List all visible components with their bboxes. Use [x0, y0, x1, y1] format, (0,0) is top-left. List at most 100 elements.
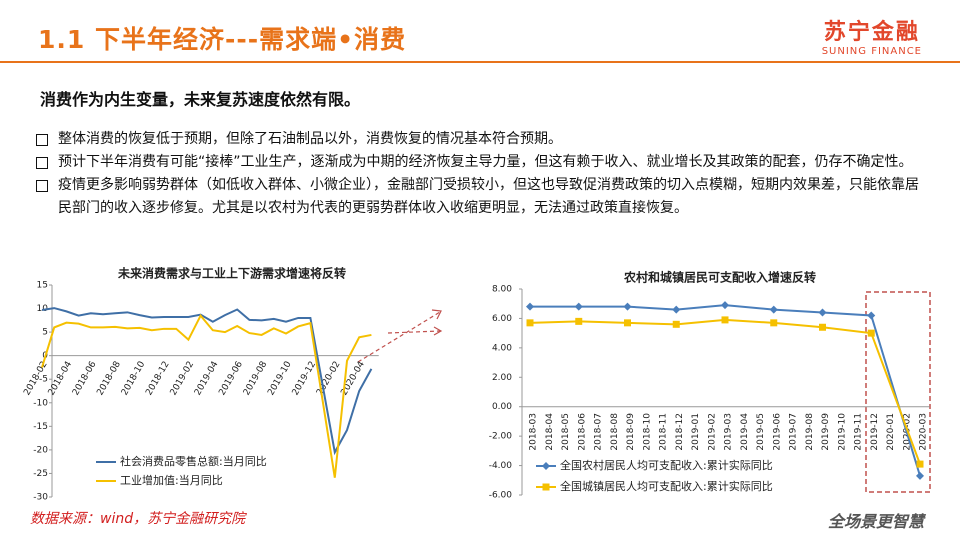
- x-tick-label: 2018-07: [594, 413, 604, 451]
- source: 数据来源：wind，苏宁金融研究院: [30, 511, 246, 527]
- point: [867, 311, 876, 320]
- bullet-text: 疫情更多影响弱势群体（如低收入群体、小微企业），金融部门受损较小，但这也导致促消…: [58, 177, 919, 216]
- x-tick-label: 2020-03: [919, 413, 929, 451]
- arrow-head: [431, 309, 442, 320]
- y-tick-label: 8.00: [492, 285, 512, 295]
- point: [769, 305, 778, 314]
- x-tick-label: 2018-03: [529, 413, 539, 451]
- headline: 消费作为内生变量，未来复苏速度依然有限。: [40, 90, 361, 109]
- legend-label: 工业增加值:当月同比: [120, 473, 223, 487]
- x-tick-label: 2018-04: [47, 360, 75, 398]
- logo: 苏宁金融 SUNING FINANCE: [822, 14, 922, 57]
- y-tick-label: -2.00: [489, 432, 513, 442]
- highlight-box: [865, 291, 931, 493]
- footer-logo: 全场景更智慧: [827, 512, 924, 531]
- point: [916, 460, 924, 468]
- x-tick-label: 2019-12: [870, 413, 880, 451]
- y-tick-label: 6.00: [492, 314, 512, 324]
- x-tick-label: 2019-10: [266, 360, 294, 398]
- x-tick-label: 2019-03: [724, 413, 734, 451]
- point: [526, 319, 534, 327]
- legend-label: 全国城镇居民人均可支配收入:累计实际同比: [560, 479, 773, 493]
- y-tick-label: 4.00: [492, 343, 512, 353]
- x-tick-label: 2019-06: [772, 413, 782, 451]
- point: [623, 302, 632, 311]
- y-tick-label: -20: [33, 445, 48, 455]
- x-tick-label: 2018-12: [144, 360, 171, 398]
- x-tick-label: 2018-11: [659, 413, 669, 451]
- bullet: 整体消费的恢复低于预期，但除了石油制品以外，消费恢复的情况基本符合预期。: [36, 128, 926, 151]
- x-tick-label: 2019-04: [193, 360, 221, 398]
- point: [575, 317, 583, 325]
- point: [867, 329, 875, 337]
- y-tick-label: 2.00: [492, 373, 512, 383]
- x-tick-label: 2019-02: [169, 360, 196, 398]
- point: [916, 471, 924, 480]
- bullet-box: [36, 157, 48, 169]
- y-tick-label: 0.00: [492, 402, 512, 412]
- slide-title: 1.1 下半年经济---需求端•消费: [38, 25, 407, 54]
- y-tick-label: -4.00: [489, 461, 513, 471]
- x-tick-label: 2019-08: [805, 413, 815, 451]
- x-tick-label: 2018-12: [675, 413, 685, 451]
- logo-name: 苏宁金融: [823, 20, 920, 45]
- x-tick-label: 2019-07: [789, 413, 799, 451]
- bullet-text: 预计下半年消费有可能“接棒”工业生产，逐渐成为中期的经济恢复主导力量，但这有赖于…: [58, 154, 913, 170]
- x-tick-label: 2018-04: [545, 413, 555, 451]
- bullet: 预计下半年消费有可能“接棒”工业生产，逐渐成为中期的经济恢复主导力量，但这有赖于…: [36, 151, 926, 174]
- bullet-box: [36, 180, 48, 192]
- x-tick-label: 2018-08: [610, 413, 620, 451]
- arrow-head: [433, 326, 443, 336]
- bullet-text: 整体消费的恢复低于预期，但除了石油制品以外，消费恢复的情况基本符合预期。: [58, 131, 562, 147]
- point: [770, 319, 778, 327]
- trend-arrow: [387, 330, 441, 334]
- legend-label: 全国农村居民人均可支配收入:累计实际同比: [560, 458, 773, 472]
- bullet-box: [36, 134, 48, 146]
- x-tick-label: 2020-01: [886, 413, 896, 451]
- x-tick-label: 2019-10: [837, 413, 847, 451]
- y-tick-label: 15: [37, 281, 48, 291]
- series-line: [41, 313, 372, 478]
- chart-title: 农村和城镇居民可支配收入增速反转: [623, 270, 816, 285]
- y-tick-label: -30: [33, 493, 48, 503]
- y-tick-label: -25: [33, 469, 48, 479]
- x-tick-label: 2018-06: [577, 413, 587, 451]
- x-tick-label: 2019-05: [756, 413, 766, 451]
- legend-marker: [542, 462, 550, 470]
- x-tick-label: 2018-09: [626, 413, 636, 451]
- y-tick-label: -10: [33, 398, 48, 408]
- logo-sub: SUNING FINANCE: [821, 46, 922, 57]
- trend-arrow: [357, 311, 441, 363]
- x-tick-label: 2019-06: [217, 360, 245, 398]
- point: [672, 305, 681, 314]
- x-tick-label: 2018-10: [642, 413, 652, 451]
- x-tick-label: 2018-10: [120, 360, 148, 398]
- x-tick-label: 2019-09: [821, 413, 831, 451]
- point: [672, 320, 680, 328]
- header-rule: [0, 61, 960, 63]
- point: [721, 316, 729, 324]
- x-tick-label: 2019-02: [707, 413, 717, 451]
- y-tick-label: -5: [39, 375, 48, 385]
- x-tick-label: 2019-01: [691, 413, 701, 451]
- legend-label: 社会消费品零售总额:当月同比: [120, 454, 267, 468]
- y-tick-label: -6.00: [489, 491, 513, 501]
- point: [574, 302, 583, 311]
- x-tick-label: 2019-12: [291, 360, 318, 398]
- point: [624, 319, 631, 327]
- legend-marker: [542, 483, 550, 491]
- x-tick-label: 2019-04: [740, 413, 750, 451]
- bullet: 疫情更多影响弱势群体（如低收入群体、小微企业），金融部门受损较小，但这也导致促消…: [36, 174, 926, 220]
- x-tick-label: 2018-05: [561, 413, 571, 451]
- x-tick-label: 2018-08: [95, 360, 123, 398]
- point: [818, 308, 827, 317]
- y-tick-label: 5: [42, 328, 48, 338]
- x-tick-label: 2019-11: [854, 413, 864, 451]
- bullet-list: 整体消费的恢复低于预期，但除了石油制品以外，消费恢复的情况基本符合预期。预计下半…: [36, 128, 926, 220]
- x-tick-label: 2018-06: [71, 360, 99, 398]
- point: [721, 301, 729, 310]
- chart-title: 未来消费需求与工业上下游需求增速将反转: [117, 266, 346, 281]
- x-tick-label: 2019-08: [242, 360, 270, 398]
- point: [819, 323, 826, 331]
